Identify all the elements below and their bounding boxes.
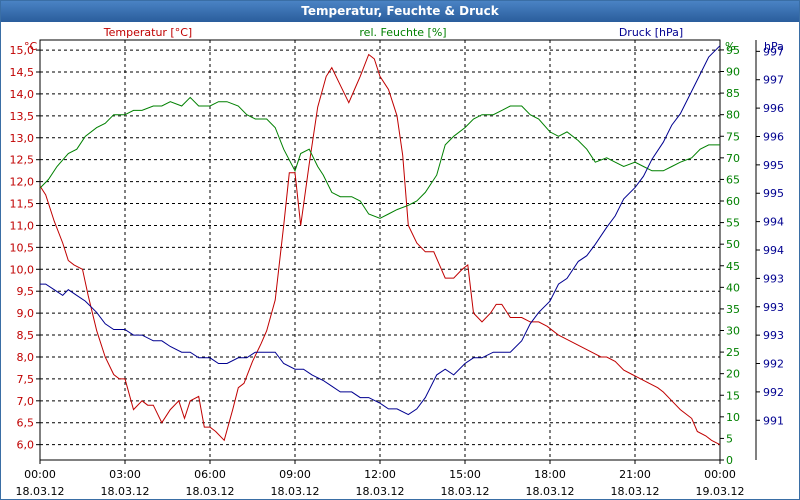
x-tick-time-6: 18:00 <box>534 468 566 481</box>
pres-tick-label-11: 996 <box>763 102 784 115</box>
temp-tick-label-10: 11,0 <box>10 219 35 232</box>
hum-tick-label-3: 15 <box>726 389 740 402</box>
temperature-axis: 6,0 6,5 7,0 7,5 8,0 8,5 9,0 9,5 10,0 10,5 11,0 11,5… <box>10 44 40 452</box>
pres-tick-label-7: 994 <box>763 216 784 229</box>
hum-tick-label-19: 95 <box>726 44 740 57</box>
temp-tick-label-17: 14,5 <box>10 66 35 79</box>
temp-tick-label-15: 13,5 <box>10 110 35 123</box>
hum-tick-label-7: 35 <box>726 303 740 316</box>
x-tick-time-0: 00:00 <box>24 468 56 481</box>
pressure-unit-label: hPa <box>764 40 784 53</box>
humidity-unit-label: % <box>725 40 735 53</box>
pres-tick-label-6: 994 <box>763 244 784 257</box>
chart-title: Temperatur, Feuchte & Druck <box>1 1 799 22</box>
x-tick-date-5: 18.03.12 <box>441 485 490 498</box>
hum-tick-label-16: 80 <box>726 109 740 122</box>
hum-tick-label-2: 10 <box>726 411 740 424</box>
x-tick-time-5: 15:00 <box>449 468 481 481</box>
pres-tick-label-12: 997 <box>763 74 784 87</box>
temp-tick-label-11: 11,5 <box>10 198 35 211</box>
temp-tick-label-1: 6,5 <box>17 417 35 430</box>
temp-tick-label-3: 7,5 <box>17 373 35 386</box>
pres-tick-label-4: 993 <box>763 301 784 314</box>
humidity-axis-label: rel. Feuchte [%] <box>359 26 446 39</box>
x-tick-time-1: 03:00 <box>109 468 141 481</box>
temp-tick-label-16: 14,0 <box>10 88 35 101</box>
pres-tick-label-0: 991 <box>763 414 784 427</box>
temp-tick-label-13: 12,5 <box>10 154 35 167</box>
pres-tick-label-5: 993 <box>763 272 784 285</box>
humidity-axis: 0 5 10 15 20 25 30 35 40 45 50 55 60 65 70 75 80 85 90 95 <box>720 40 757 467</box>
temperature-unit-label: °C <box>24 40 38 53</box>
pres-tick-label-3: 993 <box>763 329 784 342</box>
humidity-line <box>39 96 720 219</box>
temp-tick-label-4: 8,0 <box>17 351 35 364</box>
pressure-axis-label: Druck [hPa] <box>619 26 683 39</box>
temp-tick-label-2: 7,0 <box>17 395 35 408</box>
x-tick-date-7: 18.03.12 <box>611 485 660 498</box>
temp-tick-label-0: 6,0 <box>17 439 35 452</box>
hum-tick-label-15: 75 <box>726 130 740 143</box>
hum-tick-label-5: 25 <box>726 346 740 359</box>
x-tick-time-2: 06:00 <box>194 468 226 481</box>
hum-tick-label-17: 85 <box>726 87 740 100</box>
pressure-line <box>40 45 721 416</box>
x-tick-date-0: 18.03.12 <box>16 485 65 498</box>
x-tick-date-6: 18.03.12 <box>526 485 575 498</box>
hum-tick-label-1: 5 <box>726 432 733 445</box>
time-axis: 00:00 18.03.12 03:00 18.03.12 06:00 18.03.12 0… <box>16 460 745 498</box>
temp-tick-label-8: 10,0 <box>10 263 35 276</box>
x-tick-date-1: 18.03.12 <box>101 485 150 498</box>
pres-tick-label-1: 992 <box>763 386 784 399</box>
temp-tick-label-7: 9,5 <box>17 285 35 298</box>
hum-tick-label-6: 30 <box>726 325 740 338</box>
hum-tick-label-9: 45 <box>726 260 740 273</box>
temp-tick-label-9: 10,5 <box>10 241 35 254</box>
temp-tick-label-5: 8,5 <box>17 329 35 342</box>
x-tick-date-4: 18.03.12 <box>356 485 405 498</box>
hum-tick-label-18: 90 <box>726 66 740 79</box>
pressure-axis: 991 992 992 993 993 993 994 994 995 995 996 996 997 9… <box>756 45 784 427</box>
hum-tick-label-8: 40 <box>726 281 740 294</box>
temperature-line <box>39 53 721 446</box>
temperature-axis-label: Temperatur [°C] <box>103 26 192 39</box>
hum-tick-label-0: 0 <box>726 454 733 467</box>
x-tick-date-8: 19.03.12 <box>696 485 745 498</box>
x-tick-time-3: 09:00 <box>279 468 311 481</box>
pres-tick-label-8: 995 <box>763 187 784 200</box>
pres-tick-label-10: 996 <box>763 130 784 143</box>
x-tick-time-4: 12:00 <box>364 468 396 481</box>
temp-tick-label-18: 15,0 <box>10 44 35 57</box>
hum-tick-label-11: 55 <box>726 217 740 230</box>
x-tick-time-8: 00:00 <box>704 468 736 481</box>
hum-tick-label-14: 70 <box>726 152 740 165</box>
pres-tick-label-9: 995 <box>763 159 784 172</box>
temp-tick-label-12: 12,0 <box>10 176 35 189</box>
x-tick-date-2: 18.03.12 <box>186 485 235 498</box>
hum-tick-label-10: 50 <box>726 238 740 251</box>
series-layer <box>39 45 721 446</box>
temp-tick-label-14: 13,0 <box>10 132 35 145</box>
temp-tick-label-6: 9,0 <box>17 307 35 320</box>
x-tick-date-3: 18.03.12 <box>271 485 320 498</box>
pres-tick-label-13: 997 <box>763 45 784 58</box>
pres-tick-label-2: 992 <box>763 358 784 371</box>
hum-tick-label-4: 20 <box>726 368 740 381</box>
hum-tick-label-12: 60 <box>726 195 740 208</box>
x-tick-time-7: 21:00 <box>619 468 651 481</box>
hum-tick-label-13: 65 <box>726 173 740 186</box>
